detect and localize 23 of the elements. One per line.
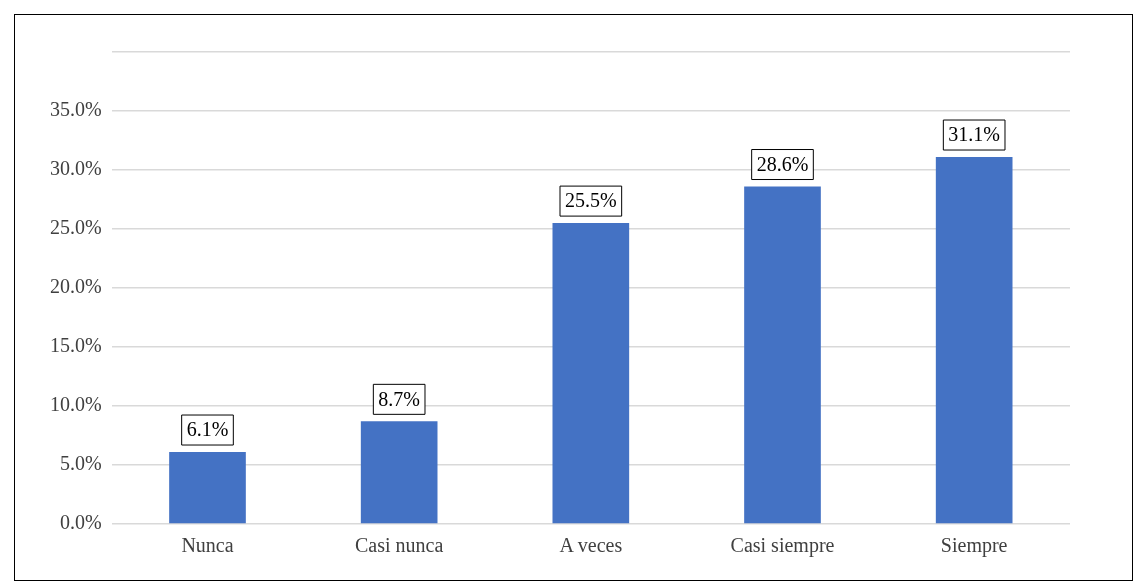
bar: [360, 421, 438, 524]
y-tick-label: 20.0%: [49, 275, 102, 298]
bar: [169, 452, 246, 524]
y-tick-label: 30.0%: [49, 157, 102, 180]
y-tick-label: 25.0%: [49, 216, 102, 239]
data-label: 28.6%: [756, 152, 809, 175]
x-tick-label: Siempre: [940, 534, 1008, 558]
bar: [552, 223, 630, 524]
x-tick-label: A veces: [559, 534, 623, 557]
data-label: 31.1%: [948, 123, 1000, 146]
data-label: 6.1%: [186, 418, 229, 441]
bar: [935, 157, 1013, 524]
y-tick-label: 5.0%: [59, 452, 102, 475]
data-label: 25.5%: [564, 189, 617, 212]
y-tick-label: 15.0%: [49, 334, 102, 357]
y-tick-label: 35.0%: [49, 98, 102, 121]
x-tick-label: Casi nunca: [355, 534, 444, 557]
y-tick-label: 0.0%: [59, 511, 102, 534]
x-tick-label: Casi siempre: [730, 534, 835, 558]
bar: [744, 186, 821, 524]
x-tick-label: Nunca: [181, 534, 234, 557]
y-tick-label: 10.0%: [49, 393, 102, 416]
data-label: 8.7%: [378, 387, 420, 410]
